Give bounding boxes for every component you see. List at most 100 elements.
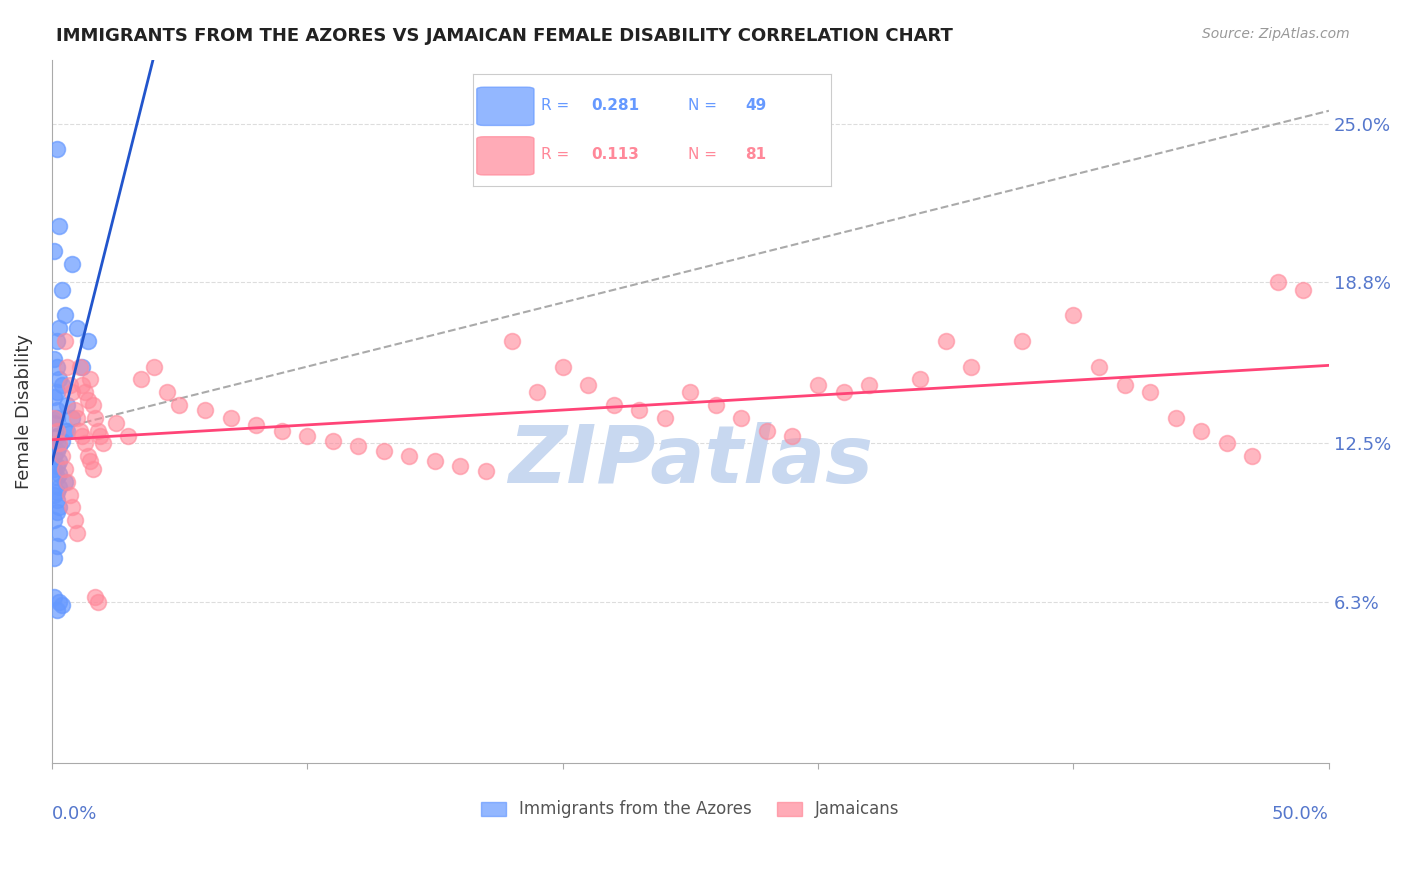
Point	[501, 334, 523, 348]
Point	[935, 334, 957, 348]
Point	[82, 462, 104, 476]
Text: Source: ZipAtlas.com: Source: ZipAtlas.com	[1202, 27, 1350, 41]
Point	[76, 449, 98, 463]
Point	[53, 462, 76, 476]
Point	[66, 321, 89, 335]
Point	[48, 439, 70, 453]
Point	[87, 595, 110, 609]
Point	[51, 283, 73, 297]
Point	[908, 372, 931, 386]
Point	[526, 385, 548, 400]
Point	[602, 398, 624, 412]
Legend: Immigrants from the Azores, Jamaicans: Immigrants from the Azores, Jamaicans	[474, 794, 907, 825]
Point	[44, 551, 66, 566]
Point	[48, 500, 70, 515]
Point	[53, 475, 76, 489]
Point	[1292, 283, 1315, 297]
Point	[1011, 334, 1033, 348]
Point	[44, 410, 66, 425]
Point	[807, 377, 830, 392]
Point	[53, 424, 76, 438]
Point	[60, 385, 83, 400]
Point	[858, 377, 880, 392]
Point	[245, 418, 267, 433]
Point	[832, 385, 855, 400]
Point	[1215, 436, 1237, 450]
Point	[51, 449, 73, 463]
Point	[73, 436, 96, 450]
Point	[48, 480, 70, 494]
Point	[449, 459, 471, 474]
Point	[45, 428, 67, 442]
Point	[45, 410, 67, 425]
Point	[48, 436, 70, 450]
Text: 0.0%: 0.0%	[52, 805, 97, 823]
Point	[1189, 424, 1212, 438]
Point	[69, 359, 91, 374]
Point	[60, 500, 83, 515]
Point	[56, 475, 79, 489]
Point	[89, 428, 111, 442]
Point	[576, 377, 599, 392]
Point	[51, 598, 73, 612]
Point	[117, 428, 139, 442]
Point	[44, 390, 66, 404]
Point	[56, 398, 79, 412]
Point	[45, 492, 67, 507]
Point	[475, 465, 498, 479]
Point	[72, 359, 94, 374]
Point	[628, 403, 651, 417]
Point	[1062, 309, 1084, 323]
Point	[1088, 359, 1111, 374]
Point	[72, 377, 94, 392]
Point	[51, 377, 73, 392]
Point	[551, 359, 574, 374]
Point	[48, 372, 70, 386]
Point	[48, 595, 70, 609]
Point	[194, 403, 217, 417]
Point	[322, 434, 344, 448]
Point	[129, 372, 152, 386]
Point	[91, 436, 114, 450]
Point	[347, 439, 370, 453]
Point	[44, 513, 66, 527]
Point	[48, 454, 70, 468]
Point	[423, 454, 446, 468]
Point	[104, 416, 127, 430]
Point	[960, 359, 983, 374]
Point	[1241, 449, 1264, 463]
Point	[1114, 377, 1136, 392]
Point	[45, 459, 67, 474]
Point	[169, 398, 191, 412]
Point	[704, 398, 727, 412]
Point	[755, 424, 778, 438]
Point	[44, 590, 66, 604]
Point	[82, 398, 104, 412]
Point	[45, 424, 67, 438]
Point	[59, 377, 82, 392]
Point	[44, 351, 66, 366]
Point	[60, 257, 83, 271]
Point	[1267, 275, 1289, 289]
Point	[76, 392, 98, 407]
Point	[730, 410, 752, 425]
Point	[56, 359, 79, 374]
Point	[45, 539, 67, 553]
Text: ZIPatlas: ZIPatlas	[508, 422, 873, 500]
Point	[63, 403, 86, 417]
Point	[270, 424, 292, 438]
Point	[1139, 385, 1161, 400]
Point	[66, 410, 89, 425]
Text: IMMIGRANTS FROM THE AZORES VS JAMAICAN FEMALE DISABILITY CORRELATION CHART: IMMIGRANTS FROM THE AZORES VS JAMAICAN F…	[56, 27, 953, 45]
Point	[45, 469, 67, 483]
Point	[219, 410, 242, 425]
Point	[48, 467, 70, 481]
Point	[84, 590, 107, 604]
Point	[44, 244, 66, 259]
Point	[156, 385, 179, 400]
Point	[59, 487, 82, 501]
Point	[398, 449, 420, 463]
Point	[654, 410, 676, 425]
Point	[295, 428, 318, 442]
Point	[373, 444, 395, 458]
